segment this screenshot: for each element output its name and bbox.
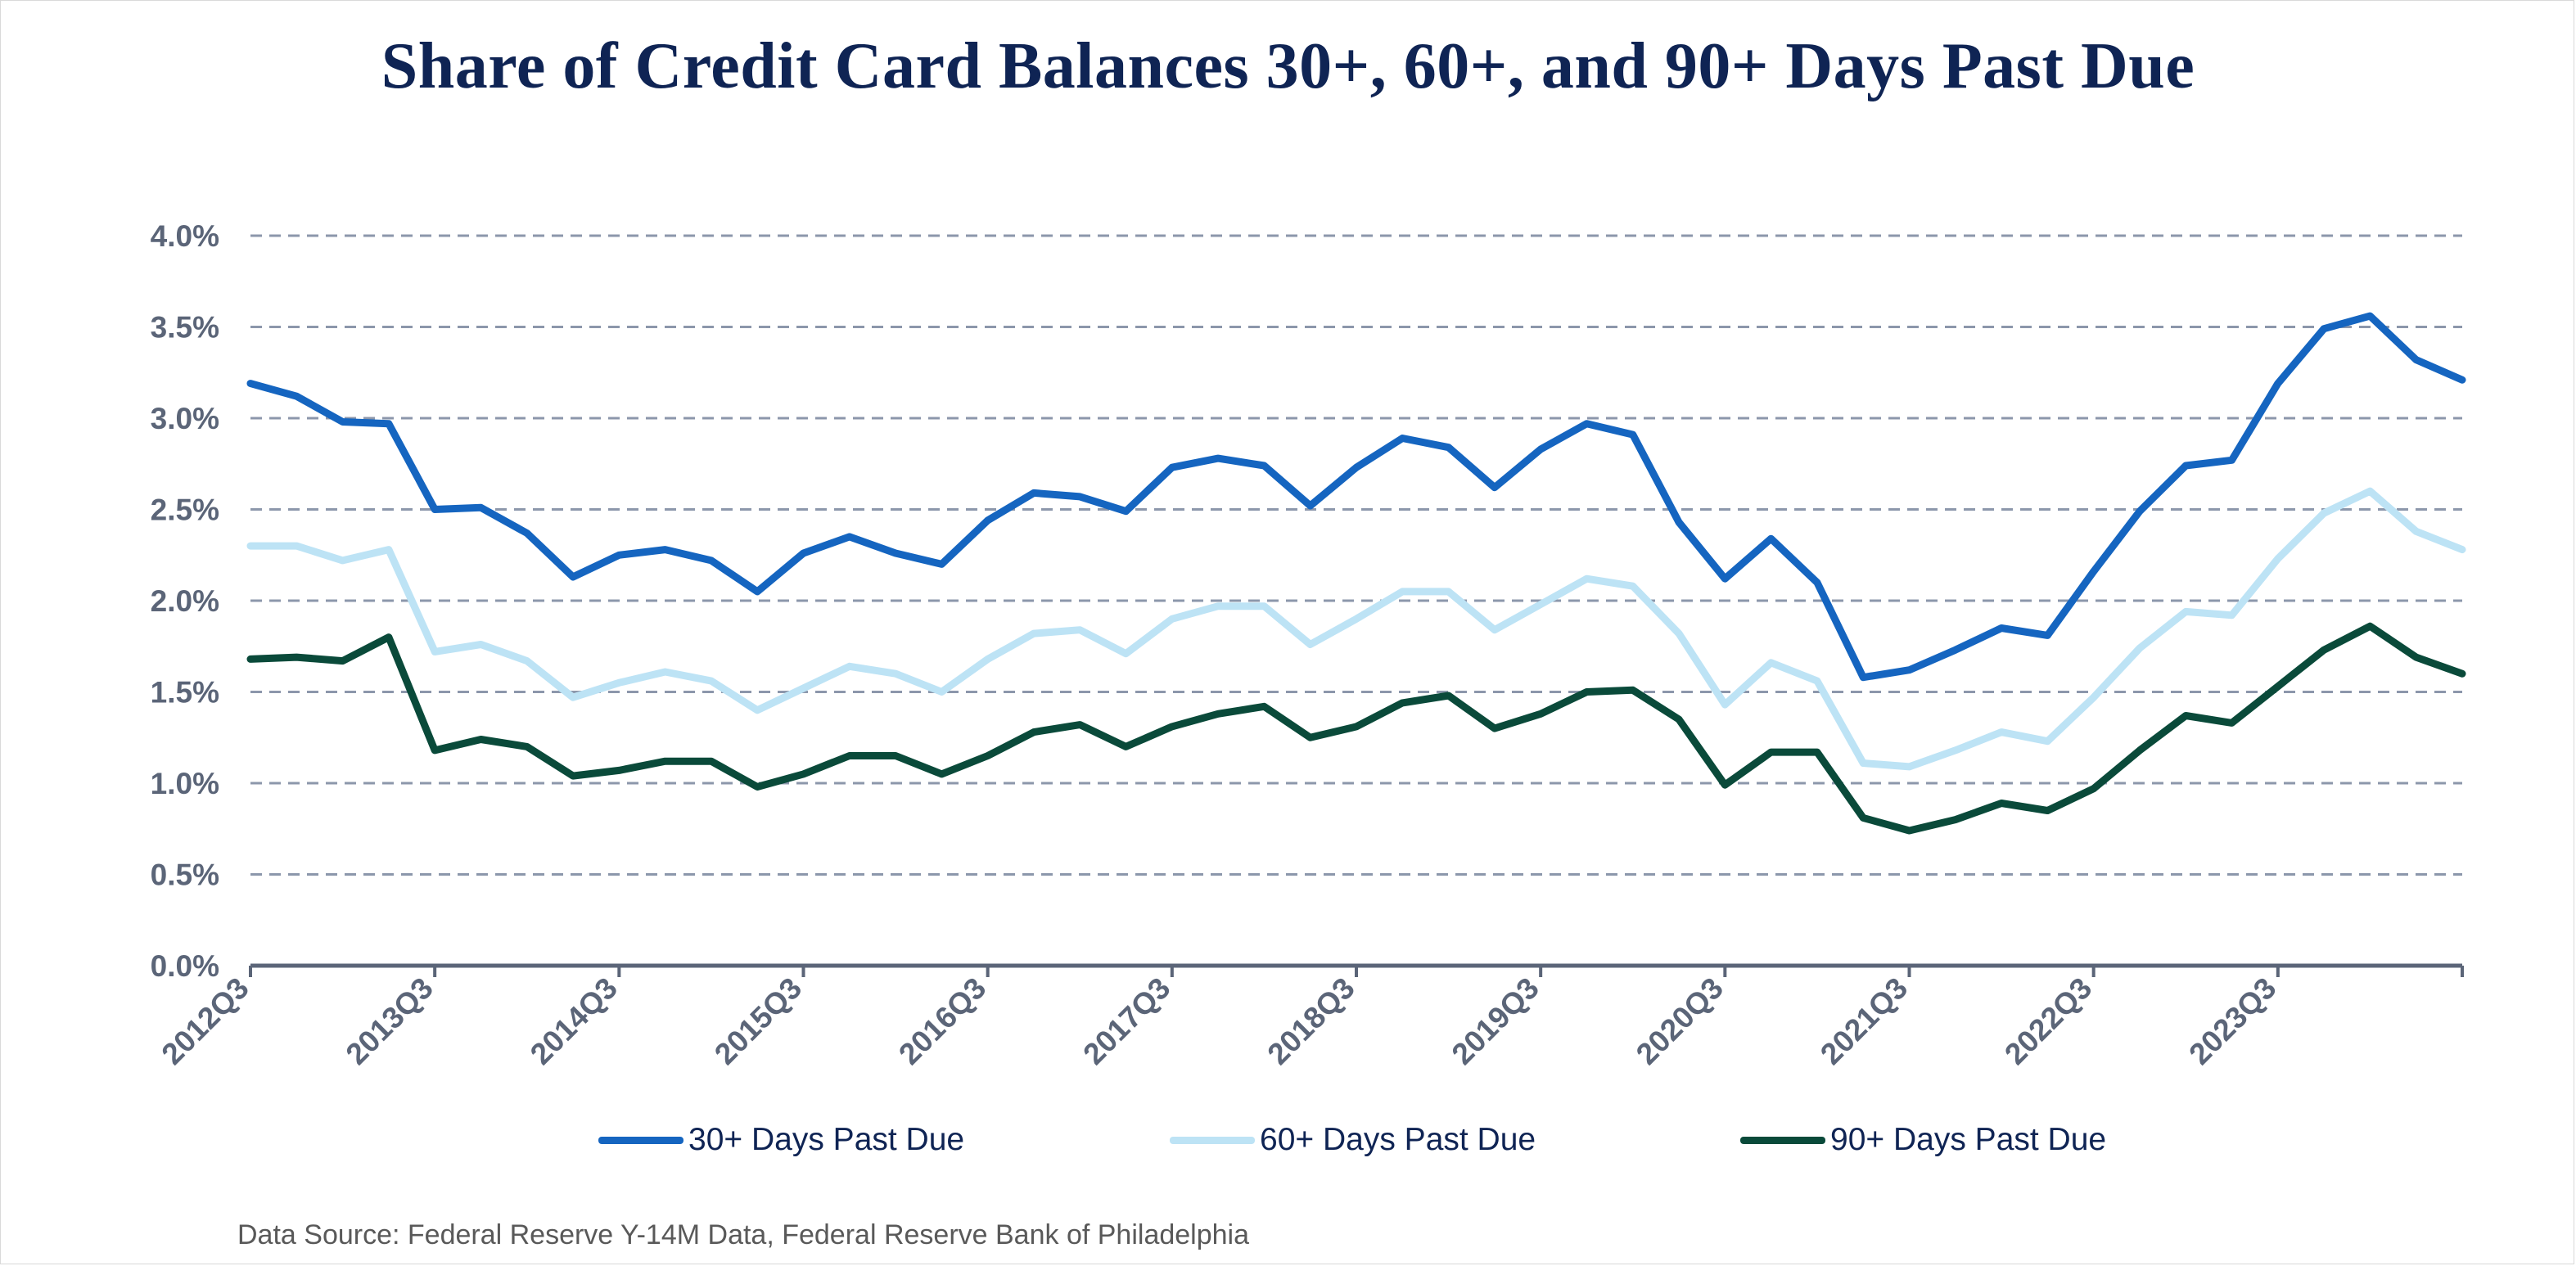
x-axis (249, 963, 2464, 977)
x-tick-label: 2022Q3 (1998, 971, 2098, 1071)
y-tick-label: 2.0% (151, 584, 219, 618)
legend-item-30-plus: 30+ Days Past Due (598, 1120, 964, 1160)
y-tick-label: 3.5% (151, 311, 219, 345)
x-tick-label: 2019Q3 (1446, 971, 1545, 1071)
x-tick-label: 2012Q3 (156, 971, 255, 1071)
x-tick-label: 2020Q3 (1630, 971, 1730, 1071)
y-tick-label: 1.5% (151, 676, 219, 710)
x-axis-labels: 2012Q3 2013Q3 2014Q3 2015Q3 2016Q3 2017Q3 2018… (156, 971, 2283, 1071)
series-line-1 (246, 312, 2466, 682)
legend: 30+ Days Past Due 60+ Days Past Due 90+ … (0, 1120, 2576, 1160)
x-tick-label: 2013Q3 (340, 971, 440, 1071)
series-lines (246, 312, 2466, 835)
source-note: Data Source: Federal Reserve Y-14M Data,… (237, 1219, 1250, 1250)
x-tick-label: 2023Q3 (2182, 971, 2282, 1071)
y-tick-label: 3.0% (151, 402, 219, 435)
x-tick-label: 2016Q3 (892, 971, 992, 1071)
x-tick-label: 2015Q3 (708, 971, 808, 1071)
y-tick-label: 0.0% (151, 949, 219, 983)
chart-title: Share of Credit Card Balances 30+, 60+, … (381, 30, 2195, 102)
legend-label-90-plus: 90+ Days Past Due (1830, 1122, 2107, 1157)
y-tick-label: 1.0% (151, 767, 219, 800)
legend-swatch-60-plus (1170, 1136, 1255, 1144)
legend-item-60-plus: 60+ Days Past Due (1170, 1120, 1536, 1160)
x-tick-label: 2021Q3 (1814, 971, 1914, 1071)
series-line-2 (246, 487, 2466, 771)
legend-swatch-90-plus (1740, 1136, 1825, 1144)
legend-label-30-plus: 30+ Days Past Due (688, 1122, 965, 1157)
x-tick-label: 2017Q3 (1076, 971, 1176, 1071)
y-tick-label: 4.0% (151, 219, 219, 253)
y-axis-labels: 0.0% 0.5% 1.0% 1.5% 2.0% 2.5% 3.0% 3.5% 4.0% (151, 219, 219, 983)
series-line-3 (246, 622, 2466, 835)
x-tick-label: 2018Q3 (1261, 971, 1361, 1071)
legend-swatch-30-plus (598, 1136, 683, 1144)
x-tick-label: 2014Q3 (524, 971, 624, 1071)
y-tick-label: 0.5% (151, 858, 219, 892)
legend-item-90-plus: 90+ Days Past Due (1740, 1120, 2106, 1160)
gridlines (250, 234, 2462, 876)
legend-label-60-plus: 60+ Days Past Due (1260, 1122, 1536, 1157)
y-tick-label: 2.5% (151, 493, 219, 527)
